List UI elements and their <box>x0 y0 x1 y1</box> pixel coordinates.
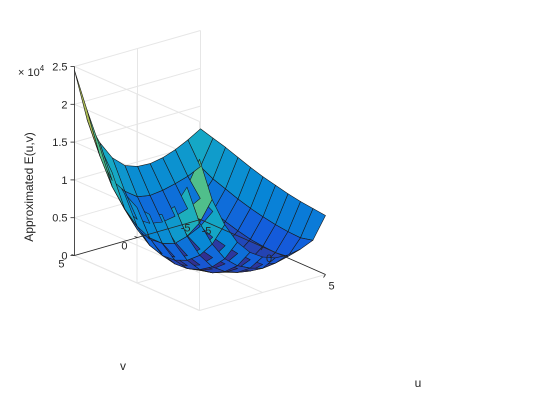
z-tick-label: 2.5 <box>52 62 67 74</box>
surface-mesh <box>74 70 326 274</box>
z-tick-label: 0.5 <box>52 213 67 225</box>
x-tick-mark <box>260 246 264 251</box>
z-axis-label: Approximated E(u,v) <box>22 132 36 241</box>
z-exponent-label: × 104 <box>18 64 45 79</box>
z-tick-label: 0 <box>61 251 67 263</box>
z-tick-label: 1.5 <box>52 137 67 149</box>
y-tick-label: -5 <box>181 223 191 235</box>
x-axis-label: u <box>415 376 422 390</box>
z-tick-label: 2 <box>61 99 67 111</box>
y-tick-mark <box>134 236 138 238</box>
z-tick-label: 1 <box>61 175 67 187</box>
x-tick-label: 0 <box>266 253 272 265</box>
x-tick-mark <box>323 274 326 278</box>
x-tick-mark <box>198 219 201 223</box>
axis-labels: Approximated E(u,v) u v × 104 <box>18 64 421 390</box>
z-exponent-power: 4 <box>40 64 45 73</box>
y-tick-label: 5 <box>58 259 64 271</box>
surface-cell <box>74 70 100 156</box>
grid-line-y <box>74 255 200 311</box>
y-axis-label: v <box>120 359 126 373</box>
z-exponent-base: × 10 <box>18 67 40 79</box>
x-tick-label: -5 <box>202 226 212 238</box>
x-tick-label: 5 <box>328 281 334 293</box>
y-tick-label: 0 <box>121 241 127 253</box>
y-tick-mark <box>197 218 201 220</box>
